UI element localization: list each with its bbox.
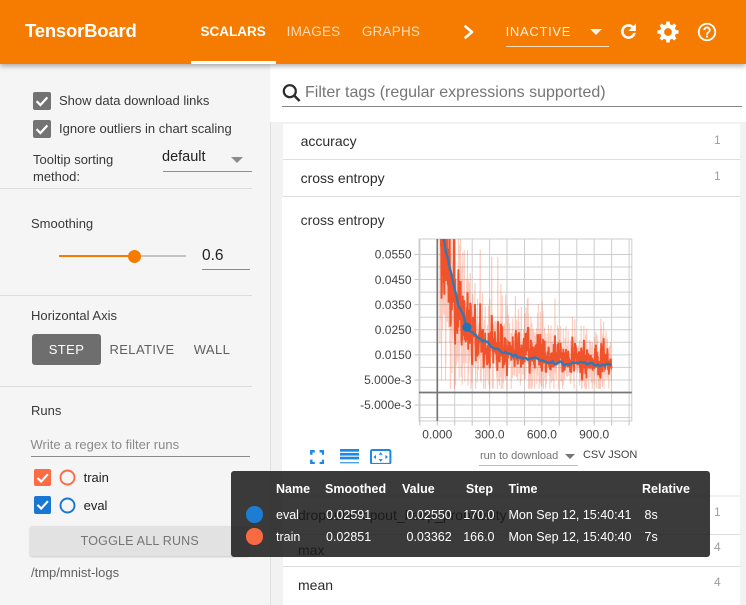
svg-text:-5.000e-3: -5.000e-3	[360, 398, 412, 412]
svg-text:0.0550: 0.0550	[375, 248, 412, 262]
svg-text:600.0: 600.0	[527, 428, 557, 441]
svg-text:900.0: 900.0	[579, 428, 609, 441]
svg-text:300.0: 300.0	[475, 428, 505, 441]
svg-text:5.000e-3: 5.000e-3	[364, 373, 412, 387]
svg-text:0.0250: 0.0250	[375, 323, 412, 337]
svg-text:0.0450: 0.0450	[375, 273, 412, 287]
svg-text:0.000: 0.000	[422, 428, 452, 441]
svg-text:0.0350: 0.0350	[375, 298, 412, 312]
svg-text:0.0150: 0.0150	[375, 348, 412, 362]
